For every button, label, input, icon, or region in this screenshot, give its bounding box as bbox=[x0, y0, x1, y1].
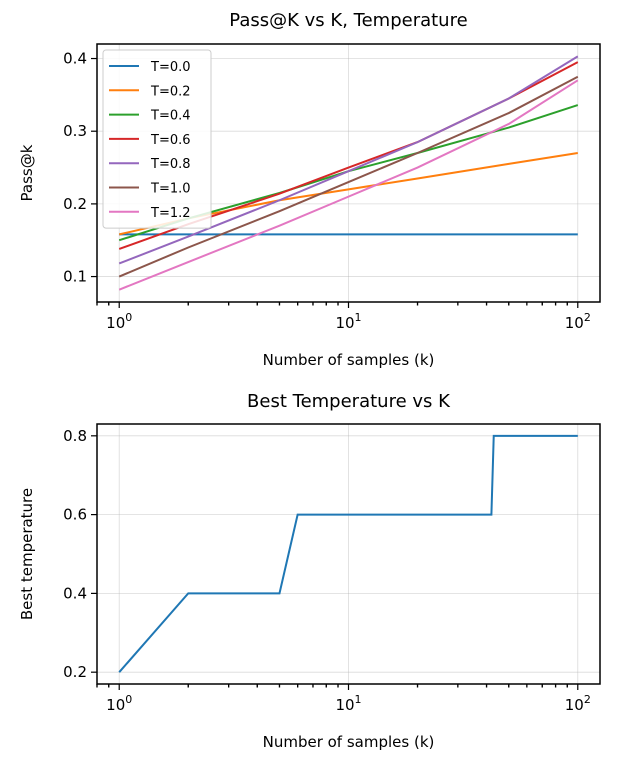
legend-box bbox=[102, 49, 212, 229]
legend-entry: T=0.2 bbox=[150, 84, 191, 99]
chart-1: 100 101 102 0.1 0.2 0.3 0.4 Pass@K vs K, Temper… bbox=[18, 10, 601, 369]
chart-title: Best Temperature vs K bbox=[247, 391, 451, 412]
y-axis-label: Pass@k bbox=[18, 144, 36, 201]
legend-entry: T=0.6 bbox=[150, 133, 191, 148]
y-tick-label: 0.8 bbox=[63, 427, 87, 445]
x-axis-label: Number of samples (k) bbox=[263, 351, 435, 369]
series-line-T=1.0 bbox=[118, 75, 579, 278]
x-tick-label: 100 bbox=[106, 311, 132, 332]
series-line-best-temperature bbox=[118, 434, 578, 673]
y-tick-label: 0.1 bbox=[63, 268, 87, 286]
y-tick-label: 0.4 bbox=[63, 50, 87, 68]
x-tick-label: 101 bbox=[335, 311, 361, 332]
y-tick-label: 0.3 bbox=[63, 122, 87, 140]
legend-entry: T=0.8 bbox=[150, 157, 191, 172]
legend-entry: T=1.2 bbox=[150, 206, 191, 221]
legend: T=0.0 T=0.2 T=0.4 T=0.6 T=0.8 T=1.0 T=1.2 bbox=[102, 49, 212, 229]
legend-entry: T=1.0 bbox=[150, 182, 191, 197]
y-tick-label: 0.6 bbox=[63, 506, 87, 524]
x-tick-label: 102 bbox=[565, 693, 591, 714]
y-tick-label: 0.4 bbox=[63, 584, 87, 602]
x-axis-label: Number of samples (k) bbox=[263, 733, 435, 751]
series-line-T=0.8 bbox=[118, 55, 579, 265]
y-tick-label: 0.2 bbox=[63, 195, 87, 213]
chart-2: 100 101 102 0.2 0.4 0.6 0.8 Best Temperature vs… bbox=[18, 391, 601, 751]
legend-entry: T=0.0 bbox=[150, 60, 191, 75]
y-axis-label: Best temperature bbox=[18, 488, 36, 620]
x-tick-label: 102 bbox=[565, 311, 591, 332]
series-line-T=1.2 bbox=[118, 79, 579, 291]
x-tick-label: 101 bbox=[335, 693, 361, 714]
y-tick-label: 0.2 bbox=[63, 663, 87, 681]
x-tick-label: 100 bbox=[106, 693, 132, 714]
legend-entry: T=0.4 bbox=[150, 109, 191, 124]
chart-title: Pass@K vs K, Temperature bbox=[229, 10, 467, 31]
